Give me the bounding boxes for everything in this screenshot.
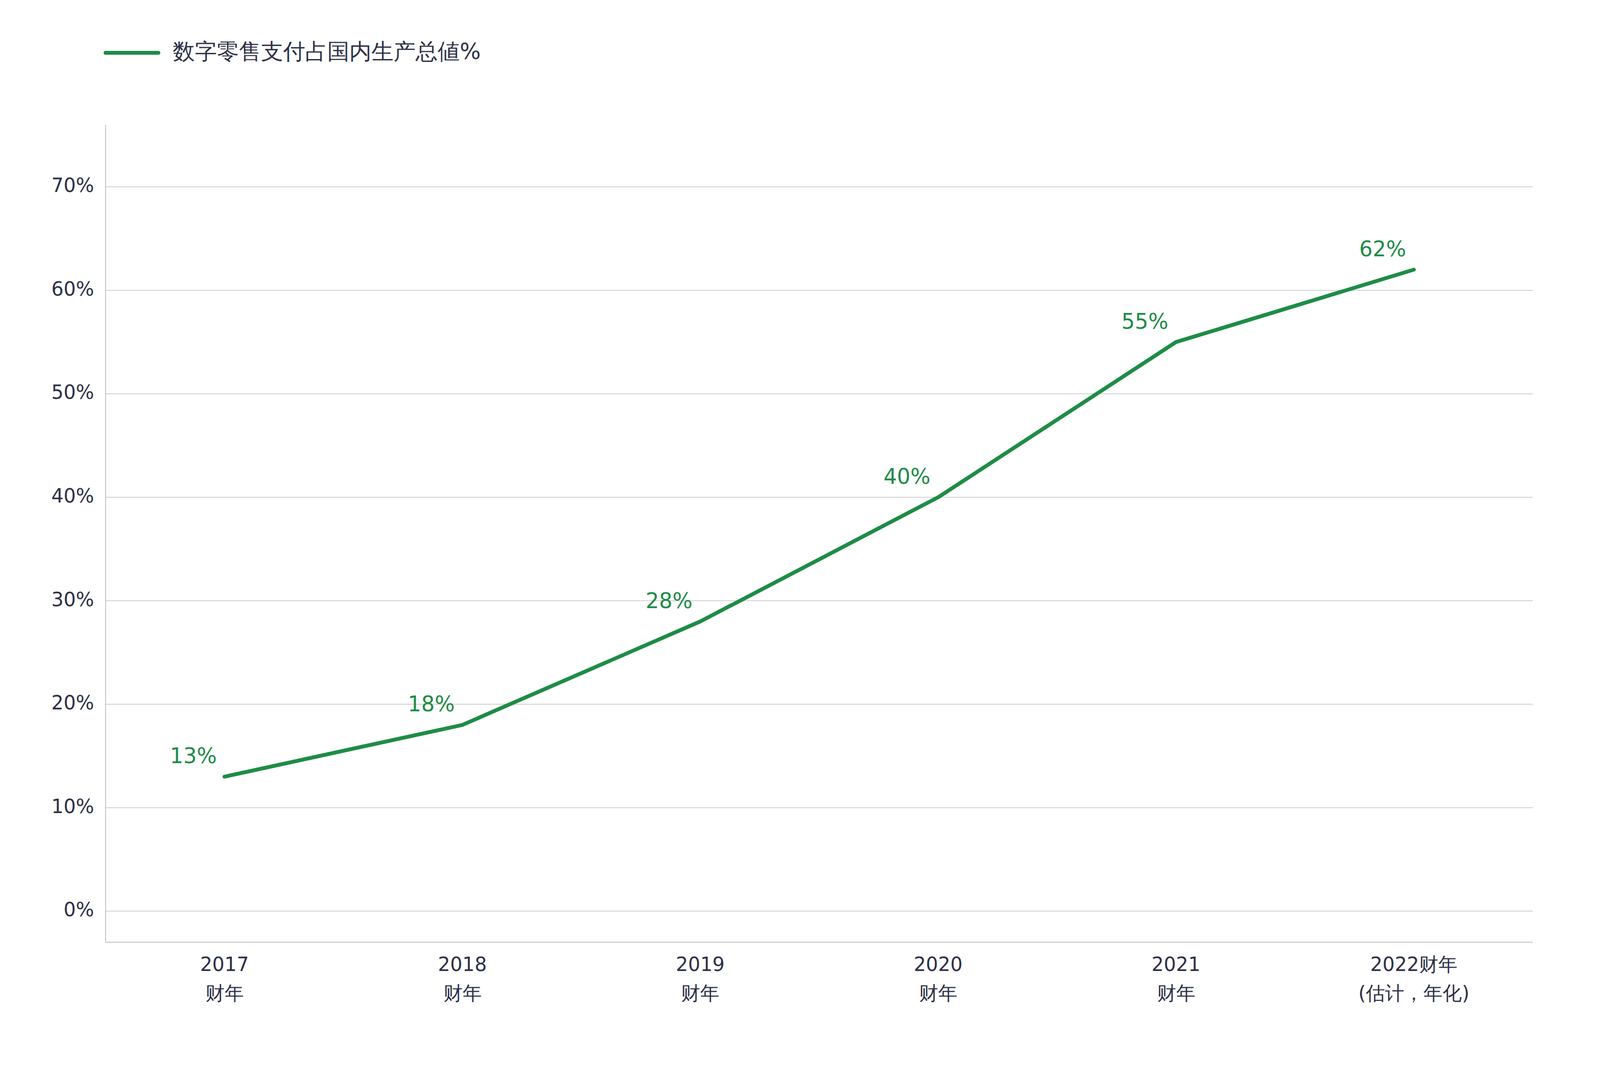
x-tick-label: 2019财年: [675, 953, 725, 1004]
x-axis: 2017财年 2018财年 2019财年 2020财年 2021财年 2022财年(估计，…: [200, 953, 1470, 1004]
y-axis: 0% 10% 20% 30% 40% 50% 60% 70%: [51, 174, 95, 921]
grid-line: [105, 186, 1533, 188]
chart-svg: 0% 10% 20% 30% 40% 50% 60% 70% 2017财年 2018财年 2019财…: [0, 0, 1600, 1067]
grid: [105, 186, 1533, 911]
y-tick-label: 50%: [51, 381, 95, 404]
legend: 数字零售支付占国内生产总値%: [105, 38, 481, 65]
y-tick-label: 70%: [51, 174, 95, 197]
y-tick-label: 40%: [51, 484, 95, 507]
y-tick-label: 60%: [51, 277, 95, 300]
data-label: 18%: [407, 691, 455, 717]
x-tick-label: 2021财年: [1151, 953, 1201, 1004]
y-tick-label: 20%: [51, 691, 95, 714]
y-axis-line: [105, 124, 107, 943]
y-tick-label: 30%: [51, 588, 95, 611]
legend-handle: [105, 50, 159, 55]
data-label: 62%: [1359, 236, 1407, 262]
data-label: 40%: [883, 464, 931, 489]
grid-line: [105, 496, 1533, 498]
x-tick-label: 2020财年: [913, 953, 963, 1004]
data-label: 28%: [645, 588, 693, 613]
x-axis-line: [105, 941, 1533, 943]
grid-line: [105, 289, 1533, 291]
data-label: 55%: [1121, 309, 1169, 334]
y-tick-label: 10%: [51, 795, 95, 818]
grid-line: [105, 807, 1533, 809]
data-labels: 13% 18% 28% 40% 55% 62%: [169, 236, 1407, 768]
background: [0, 0, 1600, 1067]
grid-line: [105, 393, 1533, 395]
grid-line: [105, 703, 1533, 705]
line: [224, 269, 1414, 777]
data-label: 13%: [169, 743, 217, 768]
plot-area: [224, 269, 1414, 777]
grid-line: [105, 600, 1533, 602]
x-tick-label: 2018财年: [438, 953, 488, 1004]
x-tick-label: 2017财年: [200, 953, 250, 1004]
legend-label: 数字零售支付占国内生产总値%: [172, 38, 481, 65]
x-tick-label: 2022财年(估计，年化): [1358, 953, 1470, 1004]
chart-container: 0% 10% 20% 30% 40% 50% 60% 70% 2017财年 2018财年 2019财…: [0, 0, 1600, 1067]
grid-line: [105, 910, 1533, 912]
y-tick-label: 0%: [63, 898, 95, 921]
